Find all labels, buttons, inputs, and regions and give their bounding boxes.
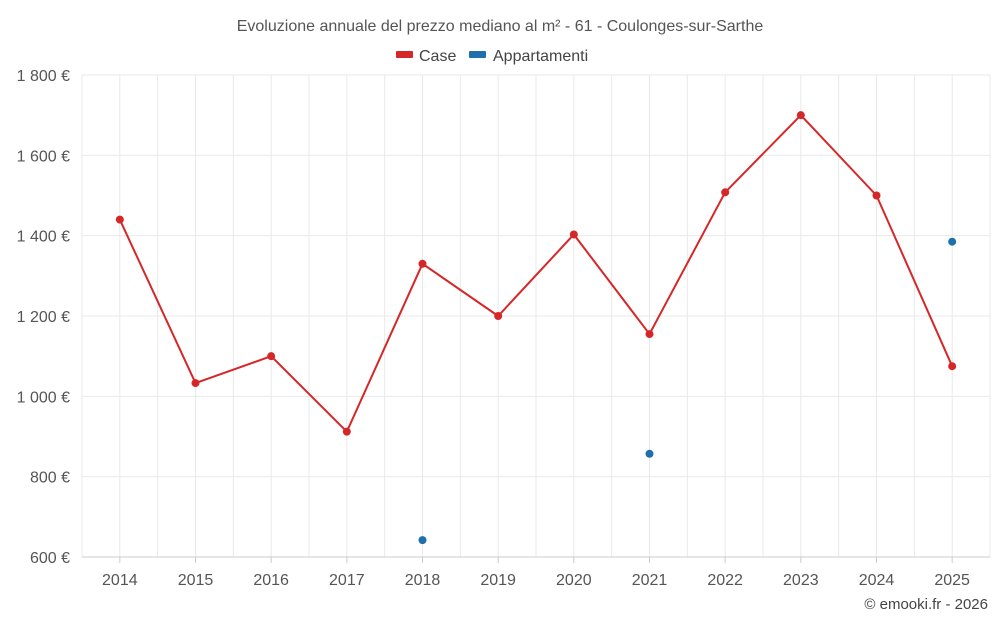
x-tick-label: 2014 [102,572,138,589]
series [115,111,957,545]
data-point-case[interactable] [115,215,124,224]
chart-title: Evoluzione annuale del prezzo mediano al… [237,18,764,35]
credit-text: © emooki.fr - 2026 [864,596,988,613]
data-point-case[interactable] [948,362,957,371]
series-line-case [118,113,954,434]
legend-item-case[interactable]: Case [396,48,456,65]
x-tick-label: 2019 [480,572,516,589]
y-tick-label: 600 € [30,550,70,567]
x-tick-label: 2015 [178,572,214,589]
data-point-case[interactable] [494,312,503,320]
y-tick-label: 1 600 € [17,148,70,165]
data-point-case[interactable] [872,191,881,200]
data-point-case[interactable] [191,379,200,388]
data-point-appartamenti[interactable] [948,237,957,246]
grid [81,74,991,557]
legend-label-case: Case [419,48,456,65]
y-tick-label: 1 000 € [17,389,70,406]
x-tick-label: 2022 [707,572,743,589]
data-point-case[interactable] [267,352,276,361]
data-point-appartamenti[interactable] [418,536,427,545]
legend-swatch-appartamenti [469,51,486,58]
x-tick-label: 2020 [556,572,592,589]
legend-item-appartamenti[interactable]: Appartamenti [469,48,588,65]
y-tick-label: 1 400 € [17,229,70,246]
y-tick-label: 800 € [30,470,70,487]
x-tick-label: 2025 [934,572,970,589]
y-tick-label: 1 200 € [17,309,70,326]
data-point-case[interactable] [569,230,578,239]
y-tick-label: 1 800 € [17,68,70,85]
data-point-case[interactable] [796,111,805,120]
data-point-appartamenti[interactable] [645,449,654,458]
legend-label-appartamenti: Appartamenti [493,48,588,65]
x-tick-label: 2018 [405,572,441,589]
x-tick-label: 2016 [253,572,289,589]
x-tick-label: 2024 [859,572,895,589]
data-point-case[interactable] [418,259,427,268]
x-tick-label: 2017 [329,572,365,589]
x-tick-label: 2021 [632,572,668,589]
data-point-case[interactable] [645,330,654,339]
legend-swatch-case [396,51,413,58]
data-point-case[interactable] [342,427,351,436]
legend[interactable]: Case Appartamenti [396,48,588,65]
x-tick-label: 2023 [783,572,819,589]
axes: 600 € 800 € 1 000 € 1 200 € 1 400 € 1 600 € 1 … [17,68,990,589]
data-point-case[interactable] [721,188,730,197]
